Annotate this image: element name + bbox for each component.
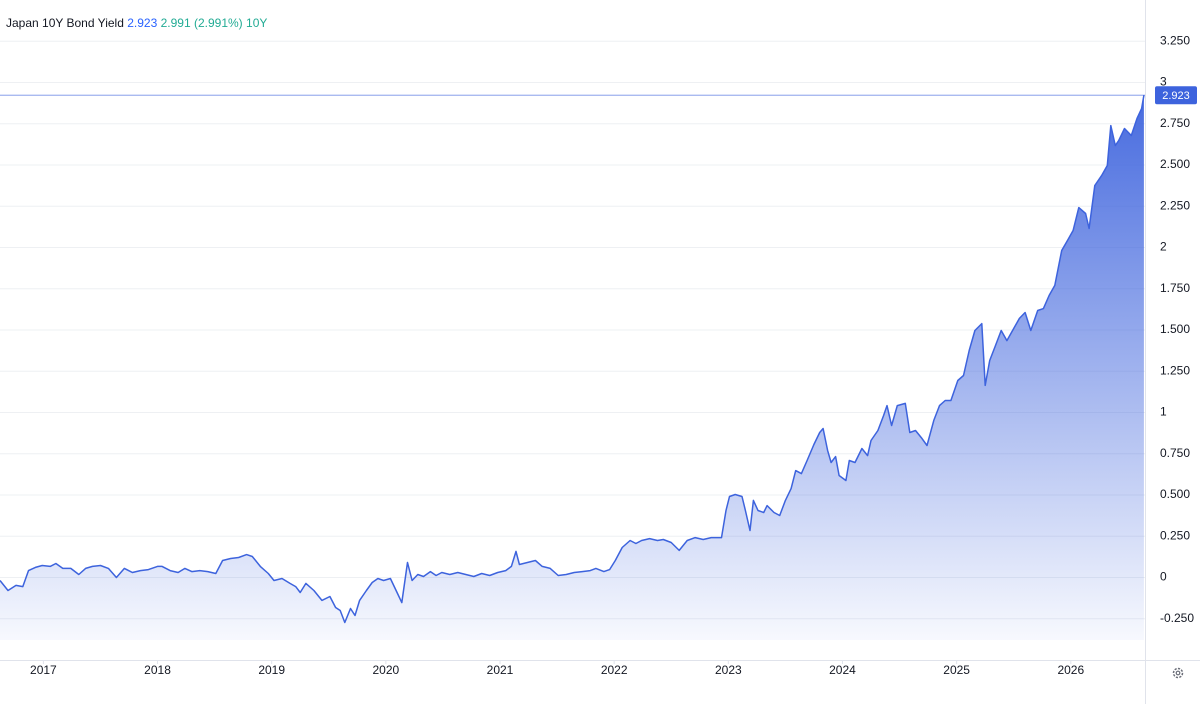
x-tick-label: 2019 (258, 663, 285, 677)
x-tick-label: 2026 (1057, 663, 1084, 677)
y-tick-label: 3.250 (1160, 33, 1190, 47)
price-tag-label: 2.923 (1162, 90, 1190, 102)
price-tag (1155, 86, 1197, 105)
x-tick-label: 2020 (373, 663, 400, 677)
y-tick-label: 0 (1160, 570, 1167, 584)
x-tick-label: 2025 (943, 663, 970, 677)
change: 2.991 (160, 16, 191, 30)
y-tick-label: -0.250 (1160, 611, 1194, 625)
y-tick-label: 0.250 (1160, 528, 1190, 542)
y-tick-label: 1.500 (1160, 322, 1190, 336)
y-tick-label: 0.500 (1160, 487, 1190, 501)
y-tick-label: 2 (1160, 240, 1167, 254)
x-tick-label: 2021 (487, 663, 514, 677)
y-tick-label: 3 (1160, 75, 1167, 89)
change-percent: (2.991%) (193, 16, 243, 30)
y-tick-label: 1 (1160, 405, 1167, 419)
x-tick-label: 2017 (30, 663, 57, 677)
settings-icon[interactable] (1172, 667, 1184, 679)
last-value: 2.923 (127, 16, 158, 30)
chart-header: Japan 10Y Bond Yield 2.923 2.991 (2.991%… (6, 16, 267, 30)
x-tick-label: 2023 (715, 663, 742, 677)
y-tick-label: 2.250 (1160, 198, 1190, 212)
area-fill (0, 95, 1144, 640)
y-tick-label: 1.250 (1160, 363, 1190, 377)
x-tick-label: 2024 (829, 663, 856, 677)
y-tick-label: 2.750 (1160, 116, 1190, 130)
x-tick-label: 2022 (601, 663, 628, 677)
y-tick-label: 2.500 (1160, 157, 1190, 171)
y-tick-label: 0.750 (1160, 446, 1190, 460)
y-tick-label: 1.750 (1160, 281, 1190, 295)
x-tick-label: 2018 (144, 663, 171, 677)
symbol-name: Japan 10Y Bond Yield (6, 16, 124, 30)
interval: 10Y (246, 16, 268, 30)
series-line (0, 95, 1145, 624)
